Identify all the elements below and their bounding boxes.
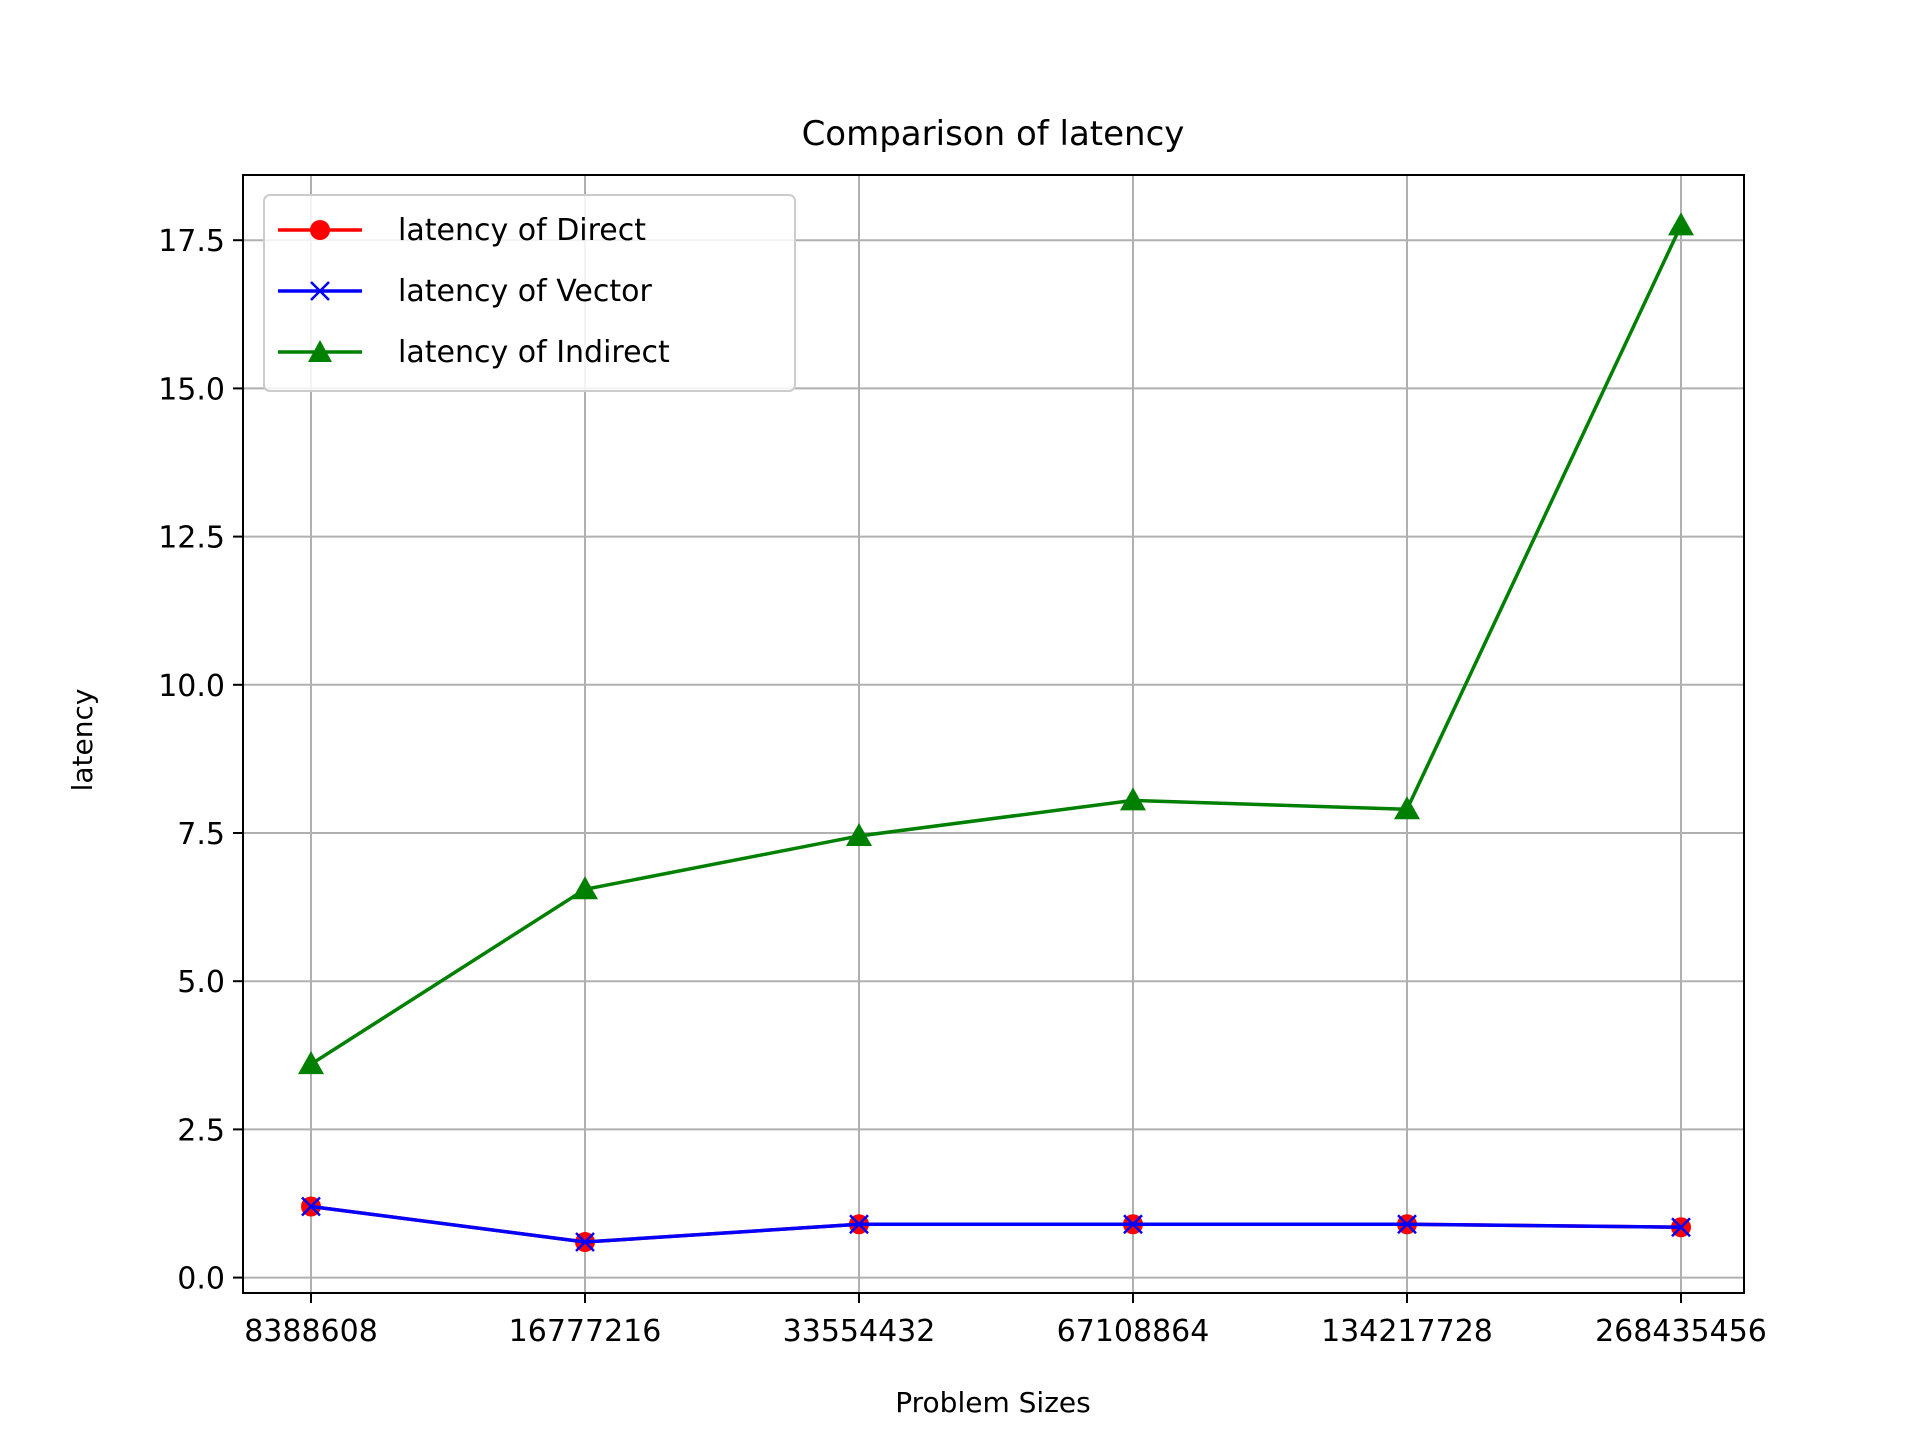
series-line xyxy=(310,1204,1682,1244)
data-point-x xyxy=(575,1232,595,1252)
axis-ticks: 8388608 16777216 33554432 67108864 134217728… xyxy=(158,224,1767,1349)
data-point-triangle xyxy=(846,822,872,846)
legend-circle-marker xyxy=(310,220,330,240)
y-tick-label: 0.0 xyxy=(177,1262,225,1297)
data-point-triangle xyxy=(1394,796,1420,820)
chart-title: Comparison of latency xyxy=(802,114,1185,154)
legend-label-indirect: latency of Indirect xyxy=(398,335,670,370)
y-tick-label: 12.5 xyxy=(158,521,225,556)
series-line xyxy=(310,224,1683,1066)
x-tick-label: 33554432 xyxy=(783,1314,936,1349)
y-tick-label: 5.0 xyxy=(177,965,225,1000)
legend-label-direct: latency of Direct xyxy=(398,213,646,248)
y-axis-label: latency xyxy=(66,689,99,792)
x-tick-label: 16777216 xyxy=(509,1314,662,1349)
legend-entry-vector: latency of Vector xyxy=(278,274,652,309)
plot-frame xyxy=(242,174,1745,1294)
legend-box xyxy=(263,194,796,392)
data-point-x xyxy=(301,1196,321,1217)
x-axis-label: Problem Sizes xyxy=(895,1386,1090,1419)
y-tick-label: 2.5 xyxy=(177,1113,225,1148)
grid-lines xyxy=(243,175,1744,1293)
series-vector xyxy=(301,1196,1691,1252)
x-tick-label: 268435456 xyxy=(1595,1314,1767,1349)
data-point-triangle xyxy=(1120,787,1146,811)
y-tick-label: 15.0 xyxy=(158,372,225,407)
legend: latency of Direct latency of Vector late… xyxy=(263,194,796,392)
x-tick-label: 134217728 xyxy=(1321,1314,1493,1349)
data-point-x xyxy=(1671,1217,1691,1238)
legend-entry-direct: latency of Direct xyxy=(278,213,646,248)
data-point-triangle xyxy=(298,1051,324,1075)
legend-label-vector: latency of Vector xyxy=(398,274,652,309)
x-tick-label: 8388608 xyxy=(244,1314,378,1349)
series-indirect xyxy=(298,212,1694,1075)
legend-entry-indirect: latency of Indirect xyxy=(278,335,670,370)
series-lines xyxy=(298,212,1694,1253)
legend-triangle-marker xyxy=(308,340,332,362)
y-tick-label: 10.0 xyxy=(158,669,225,704)
legend-x-marker xyxy=(310,281,330,301)
data-point-x xyxy=(1123,1214,1143,1235)
y-tick-label: 7.5 xyxy=(177,817,225,852)
data-point-triangle xyxy=(1668,212,1694,236)
y-tick-label: 17.5 xyxy=(158,224,225,259)
x-tick-label: 67108864 xyxy=(1057,1314,1210,1349)
data-point-triangle xyxy=(572,876,598,900)
data-point-x xyxy=(1397,1214,1417,1235)
data-point-x xyxy=(849,1214,869,1235)
